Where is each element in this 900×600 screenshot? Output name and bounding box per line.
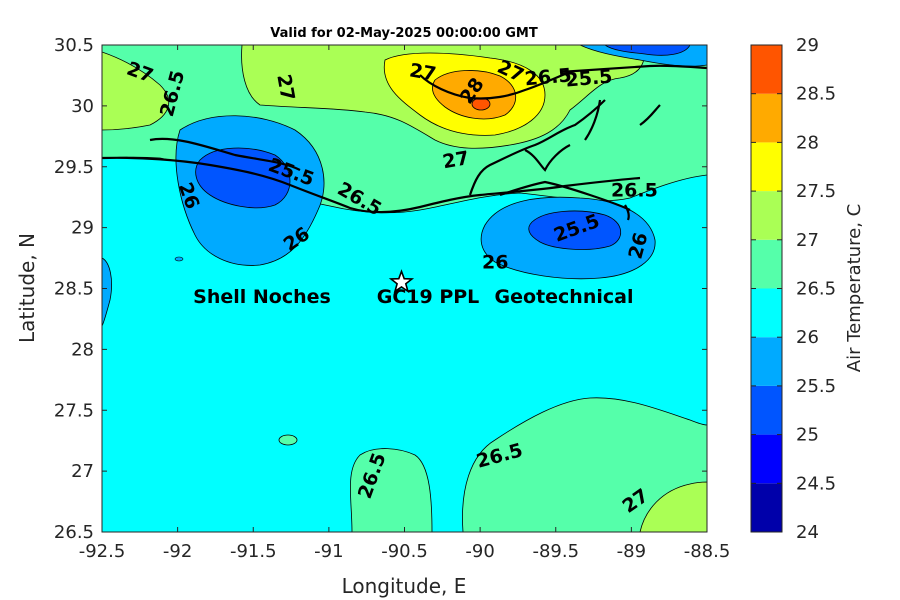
site-label-part-1: Shell Noches — [193, 286, 331, 308]
y-tick-label: 27.5 — [54, 400, 94, 421]
band-27-27.5-se — [639, 481, 707, 532]
coastline — [102, 64, 707, 221]
site-star-marker — [388, 269, 415, 294]
colorbar — [751, 45, 782, 532]
contour-label: 27 — [408, 59, 438, 85]
y-tick-label: 29 — [71, 218, 94, 239]
contour-labels: 27 26.5 2727282726.525.52725.526.5262626.5… — [124, 56, 658, 518]
x-axis-ticks: -92.5 -92 -91.5 -91 -90.5 -90 -89.5 -89 -88.5 — [79, 45, 731, 562]
y-tick-label: 28 — [71, 339, 94, 360]
colorbar-band — [751, 337, 782, 386]
colorbar-band — [751, 142, 782, 192]
y-tick-label: 30 — [71, 96, 94, 117]
colorbar-band — [751, 288, 782, 338]
star-icon — [388, 269, 415, 294]
colorbar-tick-label: 24.5 — [796, 473, 836, 494]
contour-label: 27 — [441, 147, 471, 173]
colorbar-tick-label: 25.5 — [796, 376, 836, 397]
colorbar-label: Air Temperature, C — [844, 204, 865, 372]
y-tick-label: 28.5 — [54, 279, 94, 300]
y-axis-ticks: 26.5 27 27.5 28 28.5 29 29.5 30 30.5 — [54, 35, 707, 543]
band-28-28.5 — [432, 70, 517, 120]
colorbar-tick-label: 29 — [796, 35, 819, 56]
band-26.5-27-spot — [278, 434, 298, 446]
x-tick-label: -91 — [314, 541, 343, 562]
colorbar-band — [751, 93, 782, 143]
colorbar-tick-label: 27.5 — [796, 181, 836, 202]
colorbar-tick-label: 27 — [796, 230, 819, 251]
band-25-25.5-east — [528, 210, 622, 250]
x-tick-label: -92 — [163, 541, 192, 562]
contour-label: 25.5 — [565, 66, 614, 92]
colorbar-tick-label: 24 — [796, 522, 819, 543]
x-tick-label: -91.5 — [230, 541, 277, 562]
colorbar-band — [751, 385, 782, 435]
colorbar-band — [751, 45, 782, 94]
band-25-25.5-ne — [604, 45, 691, 56]
y-axis-label: Latitude, N — [15, 233, 39, 343]
colorbar-tick-label: 28 — [796, 132, 819, 153]
y-tick-label: 29.5 — [54, 157, 94, 178]
colorbar-tick-label: 26.5 — [796, 279, 836, 300]
contour-label: 26.5 — [524, 64, 573, 90]
contour-label: 27 — [272, 73, 298, 103]
map-title: Valid for 02-May-2025 00:00:00 GMT — [270, 26, 538, 41]
contour-label: 26.5 — [611, 180, 658, 202]
colorbar-tick-label: 26 — [796, 327, 819, 348]
site-label-part-3: Geotechnical — [495, 286, 634, 308]
x-tick-label: -92.5 — [79, 541, 126, 562]
y-tick-label: 26.5 — [54, 522, 94, 543]
colorbar-ticks: 24 24.5 25 25.5 26 26.5 27 27.5 28 28.5 29 — [751, 35, 836, 543]
band-26.5-27-south — [349, 448, 433, 532]
colorbar-tick-label: 25 — [796, 425, 819, 446]
colorbar-band — [751, 239, 782, 289]
contour-field: 27 26.5 2727282726.525.52725.526.5262626.5… — [102, 45, 707, 532]
contour-label: 26 — [482, 251, 508, 273]
colorbar-band — [751, 191, 782, 240]
colorbar-band — [751, 483, 782, 532]
band-25.5-26-edge — [102, 257, 112, 327]
site-label-part-2: GC19 PPL — [377, 286, 480, 308]
y-tick-label: 27 — [71, 461, 94, 482]
band-26.5-27-south-e — [462, 397, 707, 532]
x-tick-label: -90 — [465, 541, 494, 562]
colorbar-band — [751, 434, 782, 484]
band-27-27.5-nw — [102, 51, 170, 131]
x-tick-label: -89.5 — [532, 541, 579, 562]
band-25-25.5-west — [195, 147, 291, 209]
x-axis-label: Longitude, E — [342, 574, 467, 598]
y-tick-label: 30.5 — [54, 35, 94, 56]
band-25.5-26-spot — [174, 256, 184, 262]
colorbar-tick-label: 28.5 — [796, 84, 836, 105]
x-tick-label: -89 — [617, 541, 646, 562]
x-tick-label: -90.5 — [381, 541, 428, 562]
x-tick-label: -88.5 — [684, 541, 731, 562]
